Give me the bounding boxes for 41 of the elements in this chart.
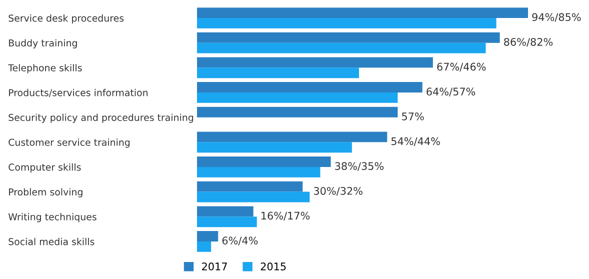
y-tick-label: Writing techniques (8, 213, 96, 222)
bar (197, 206, 254, 217)
data-label: 57% (402, 112, 424, 120)
bar (197, 57, 433, 68)
bar (197, 8, 528, 18)
y-tick-label: Computer skills (8, 163, 81, 173)
bar (197, 82, 422, 92)
bar (197, 18, 496, 28)
bar (197, 132, 388, 142)
data-label: 30%/32% (314, 186, 362, 196)
y-tick-label: Security policy and procedures training (8, 114, 194, 123)
data-label: 94%/85% (532, 13, 581, 22)
y-tick-label: Problem solving (9, 188, 82, 198)
bar (197, 32, 500, 43)
y-tick-label: Service desk procedures (8, 14, 124, 24)
bar (197, 68, 359, 78)
bar (197, 156, 331, 167)
bar (197, 241, 212, 252)
y-tick-label: Buddy training (9, 39, 77, 48)
data-label: 16%/17% (262, 212, 310, 220)
data-label: 6%/4% (222, 236, 258, 246)
data-label: 38%/35% (335, 162, 384, 171)
data-label: 67%/46% (437, 62, 486, 72)
legend-label: 2015 (260, 262, 286, 270)
y-tick-label: Telephone skills (8, 64, 82, 74)
legend-label: 2017 (202, 262, 227, 270)
bar (197, 181, 303, 192)
data-label: 86%/82% (504, 38, 553, 47)
y-tick-label: Customer service training (8, 138, 130, 148)
bar (197, 42, 486, 54)
bar (197, 216, 257, 228)
bar (197, 231, 218, 242)
bar (197, 92, 398, 103)
bar (197, 192, 310, 202)
y-tick-label: Products/services information (9, 88, 148, 97)
data-label: 64%/57% (426, 88, 476, 96)
data-label: 54%/44% (391, 137, 440, 146)
bar (197, 166, 320, 178)
bar (197, 142, 352, 153)
y-tick-label: Social media skills (8, 238, 94, 246)
bar (197, 106, 398, 118)
